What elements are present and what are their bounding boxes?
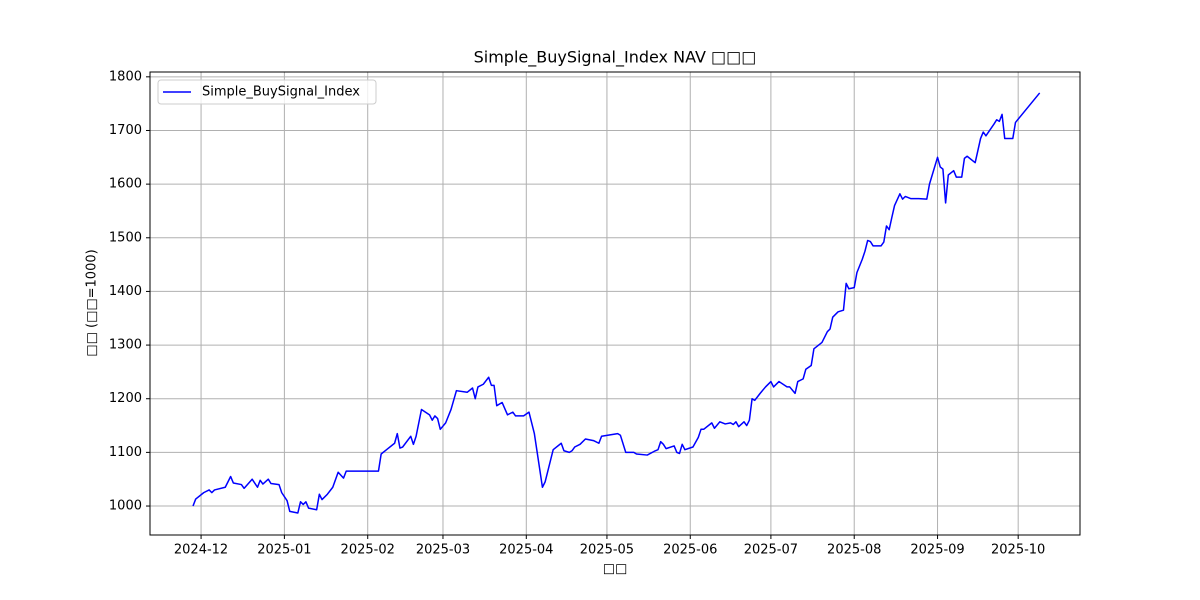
legend-box xyxy=(157,79,377,105)
data-line xyxy=(192,92,1041,514)
legend-label: Simple_BuySignal_Index xyxy=(202,85,360,100)
grid: 1000 1100 1200 1300 1400 1500 1600 1700 1800 2024… xyxy=(109,69,1080,558)
legend: Simple_BuySignal_Index xyxy=(157,79,377,105)
x-tick-label: 2025-08 xyxy=(827,543,881,558)
chart-title: Simple_BuySignal_Index NAV □□□ xyxy=(474,48,757,68)
x-tick-label: 2025-04 xyxy=(499,543,553,558)
y-tick-label: 1400 xyxy=(109,284,142,299)
x-tick-label: 2025-05 xyxy=(580,543,634,558)
y-tick-label: 1600 xyxy=(109,177,142,192)
y-tick-label: 1700 xyxy=(109,123,142,138)
x-tick-label: 2025-02 xyxy=(341,543,395,558)
x-tick-label: 2025-01 xyxy=(257,543,311,558)
y-tick-label: 1500 xyxy=(109,230,142,245)
x-tick-label: 2024-12 xyxy=(174,543,228,558)
x-tick-label: 2025-06 xyxy=(663,543,717,558)
x-tick-label: 2025-09 xyxy=(910,543,964,558)
y-axis-label: □□ (□□=1000) xyxy=(85,249,100,356)
x-tick-label: 2025-03 xyxy=(416,543,470,558)
axes-frame xyxy=(149,71,1081,536)
x-tick-label: 2025-07 xyxy=(744,543,798,558)
plot-area xyxy=(192,92,1041,514)
y-tick-label: 1800 xyxy=(109,69,142,84)
x-axis-label: □□ xyxy=(603,562,628,577)
y-tick-label: 1000 xyxy=(109,499,142,514)
y-tick-label: 1100 xyxy=(109,445,142,460)
x-tick-label: 2025-10 xyxy=(991,543,1045,558)
y-tick-label: 1200 xyxy=(109,391,142,406)
y-tick-label: 1300 xyxy=(109,338,142,353)
